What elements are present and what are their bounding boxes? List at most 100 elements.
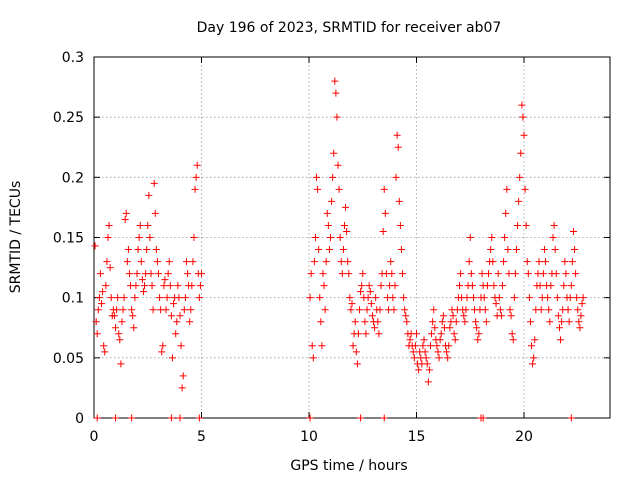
data-point xyxy=(198,270,205,278)
data-point xyxy=(93,330,101,338)
data-point xyxy=(566,294,574,302)
y-tick-label: 0 xyxy=(75,411,84,427)
data-point xyxy=(571,246,579,254)
data-point xyxy=(192,173,200,181)
data-point xyxy=(170,300,178,308)
data-point xyxy=(539,270,547,278)
data-point xyxy=(332,89,340,97)
data-points xyxy=(91,77,587,422)
data-point xyxy=(346,294,354,302)
data-point xyxy=(510,294,518,302)
data-point xyxy=(322,258,330,266)
data-point xyxy=(348,300,356,308)
data-point xyxy=(308,342,316,350)
data-point xyxy=(524,270,532,278)
data-point xyxy=(500,258,508,266)
data-point xyxy=(374,318,382,326)
data-point xyxy=(511,270,519,278)
data-point xyxy=(574,306,582,314)
data-point xyxy=(426,342,434,350)
data-point xyxy=(190,234,198,241)
data-point xyxy=(176,312,184,320)
data-point xyxy=(497,312,505,320)
data-point xyxy=(363,306,371,314)
data-point xyxy=(553,294,561,302)
data-point xyxy=(561,258,569,266)
data-point xyxy=(155,270,162,278)
data-point xyxy=(461,318,469,326)
data-point xyxy=(358,282,366,290)
data-point xyxy=(110,312,118,320)
data-point xyxy=(164,270,172,278)
data-point xyxy=(367,300,375,308)
data-point xyxy=(135,234,143,241)
data-point xyxy=(411,342,419,350)
data-point xyxy=(462,306,470,314)
data-point xyxy=(579,294,587,302)
data-point xyxy=(437,330,445,338)
data-point xyxy=(567,414,575,422)
x-tick-labels: 0 5 10 15 20 xyxy=(90,429,533,445)
data-point xyxy=(156,294,164,302)
x-tick-label: 0 xyxy=(90,429,99,445)
data-point xyxy=(389,294,397,302)
x-tick-label: 5 xyxy=(197,429,206,445)
data-point xyxy=(92,318,100,326)
data-point xyxy=(141,282,149,290)
data-point xyxy=(324,221,332,229)
data-point xyxy=(428,330,436,338)
data-point xyxy=(148,282,156,290)
data-point xyxy=(316,294,324,302)
data-point xyxy=(549,234,557,241)
data-point xyxy=(540,246,548,254)
data-point xyxy=(483,282,491,290)
data-point xyxy=(525,294,533,302)
data-point xyxy=(413,330,420,338)
data-point xyxy=(193,161,201,169)
data-point xyxy=(310,258,318,266)
data-point xyxy=(112,324,119,332)
data-point xyxy=(450,330,458,338)
data-point xyxy=(546,318,554,326)
data-point xyxy=(377,282,385,290)
data-point xyxy=(356,306,364,314)
data-point xyxy=(180,306,188,314)
data-point xyxy=(554,312,562,320)
data-point xyxy=(139,288,147,296)
data-point xyxy=(98,300,106,308)
data-point xyxy=(188,282,196,290)
x-tick-label: 20 xyxy=(515,429,533,445)
data-point xyxy=(343,227,351,235)
data-point xyxy=(321,306,329,314)
data-point xyxy=(357,414,365,422)
data-point xyxy=(485,270,493,278)
data-point xyxy=(402,312,410,320)
data-point xyxy=(425,366,433,374)
data-point xyxy=(112,414,119,422)
data-point xyxy=(564,306,572,314)
data-point xyxy=(565,318,573,326)
data-point xyxy=(347,306,355,314)
data-point xyxy=(558,318,566,326)
data-point xyxy=(518,101,526,109)
data-point xyxy=(101,348,109,356)
data-point xyxy=(323,209,331,217)
data-point xyxy=(318,342,326,350)
data-point xyxy=(172,330,180,338)
data-point xyxy=(334,161,342,169)
data-point xyxy=(463,294,471,302)
data-point xyxy=(331,77,339,85)
data-point xyxy=(354,330,362,338)
data-point xyxy=(357,288,365,296)
data-point xyxy=(550,221,558,229)
data-point xyxy=(151,209,159,217)
data-point xyxy=(545,306,553,314)
data-point xyxy=(434,348,442,356)
data-point xyxy=(340,221,348,229)
data-point xyxy=(399,270,407,278)
data-point xyxy=(410,354,418,362)
data-point xyxy=(335,185,343,193)
data-point xyxy=(492,300,500,308)
data-point xyxy=(424,378,432,386)
